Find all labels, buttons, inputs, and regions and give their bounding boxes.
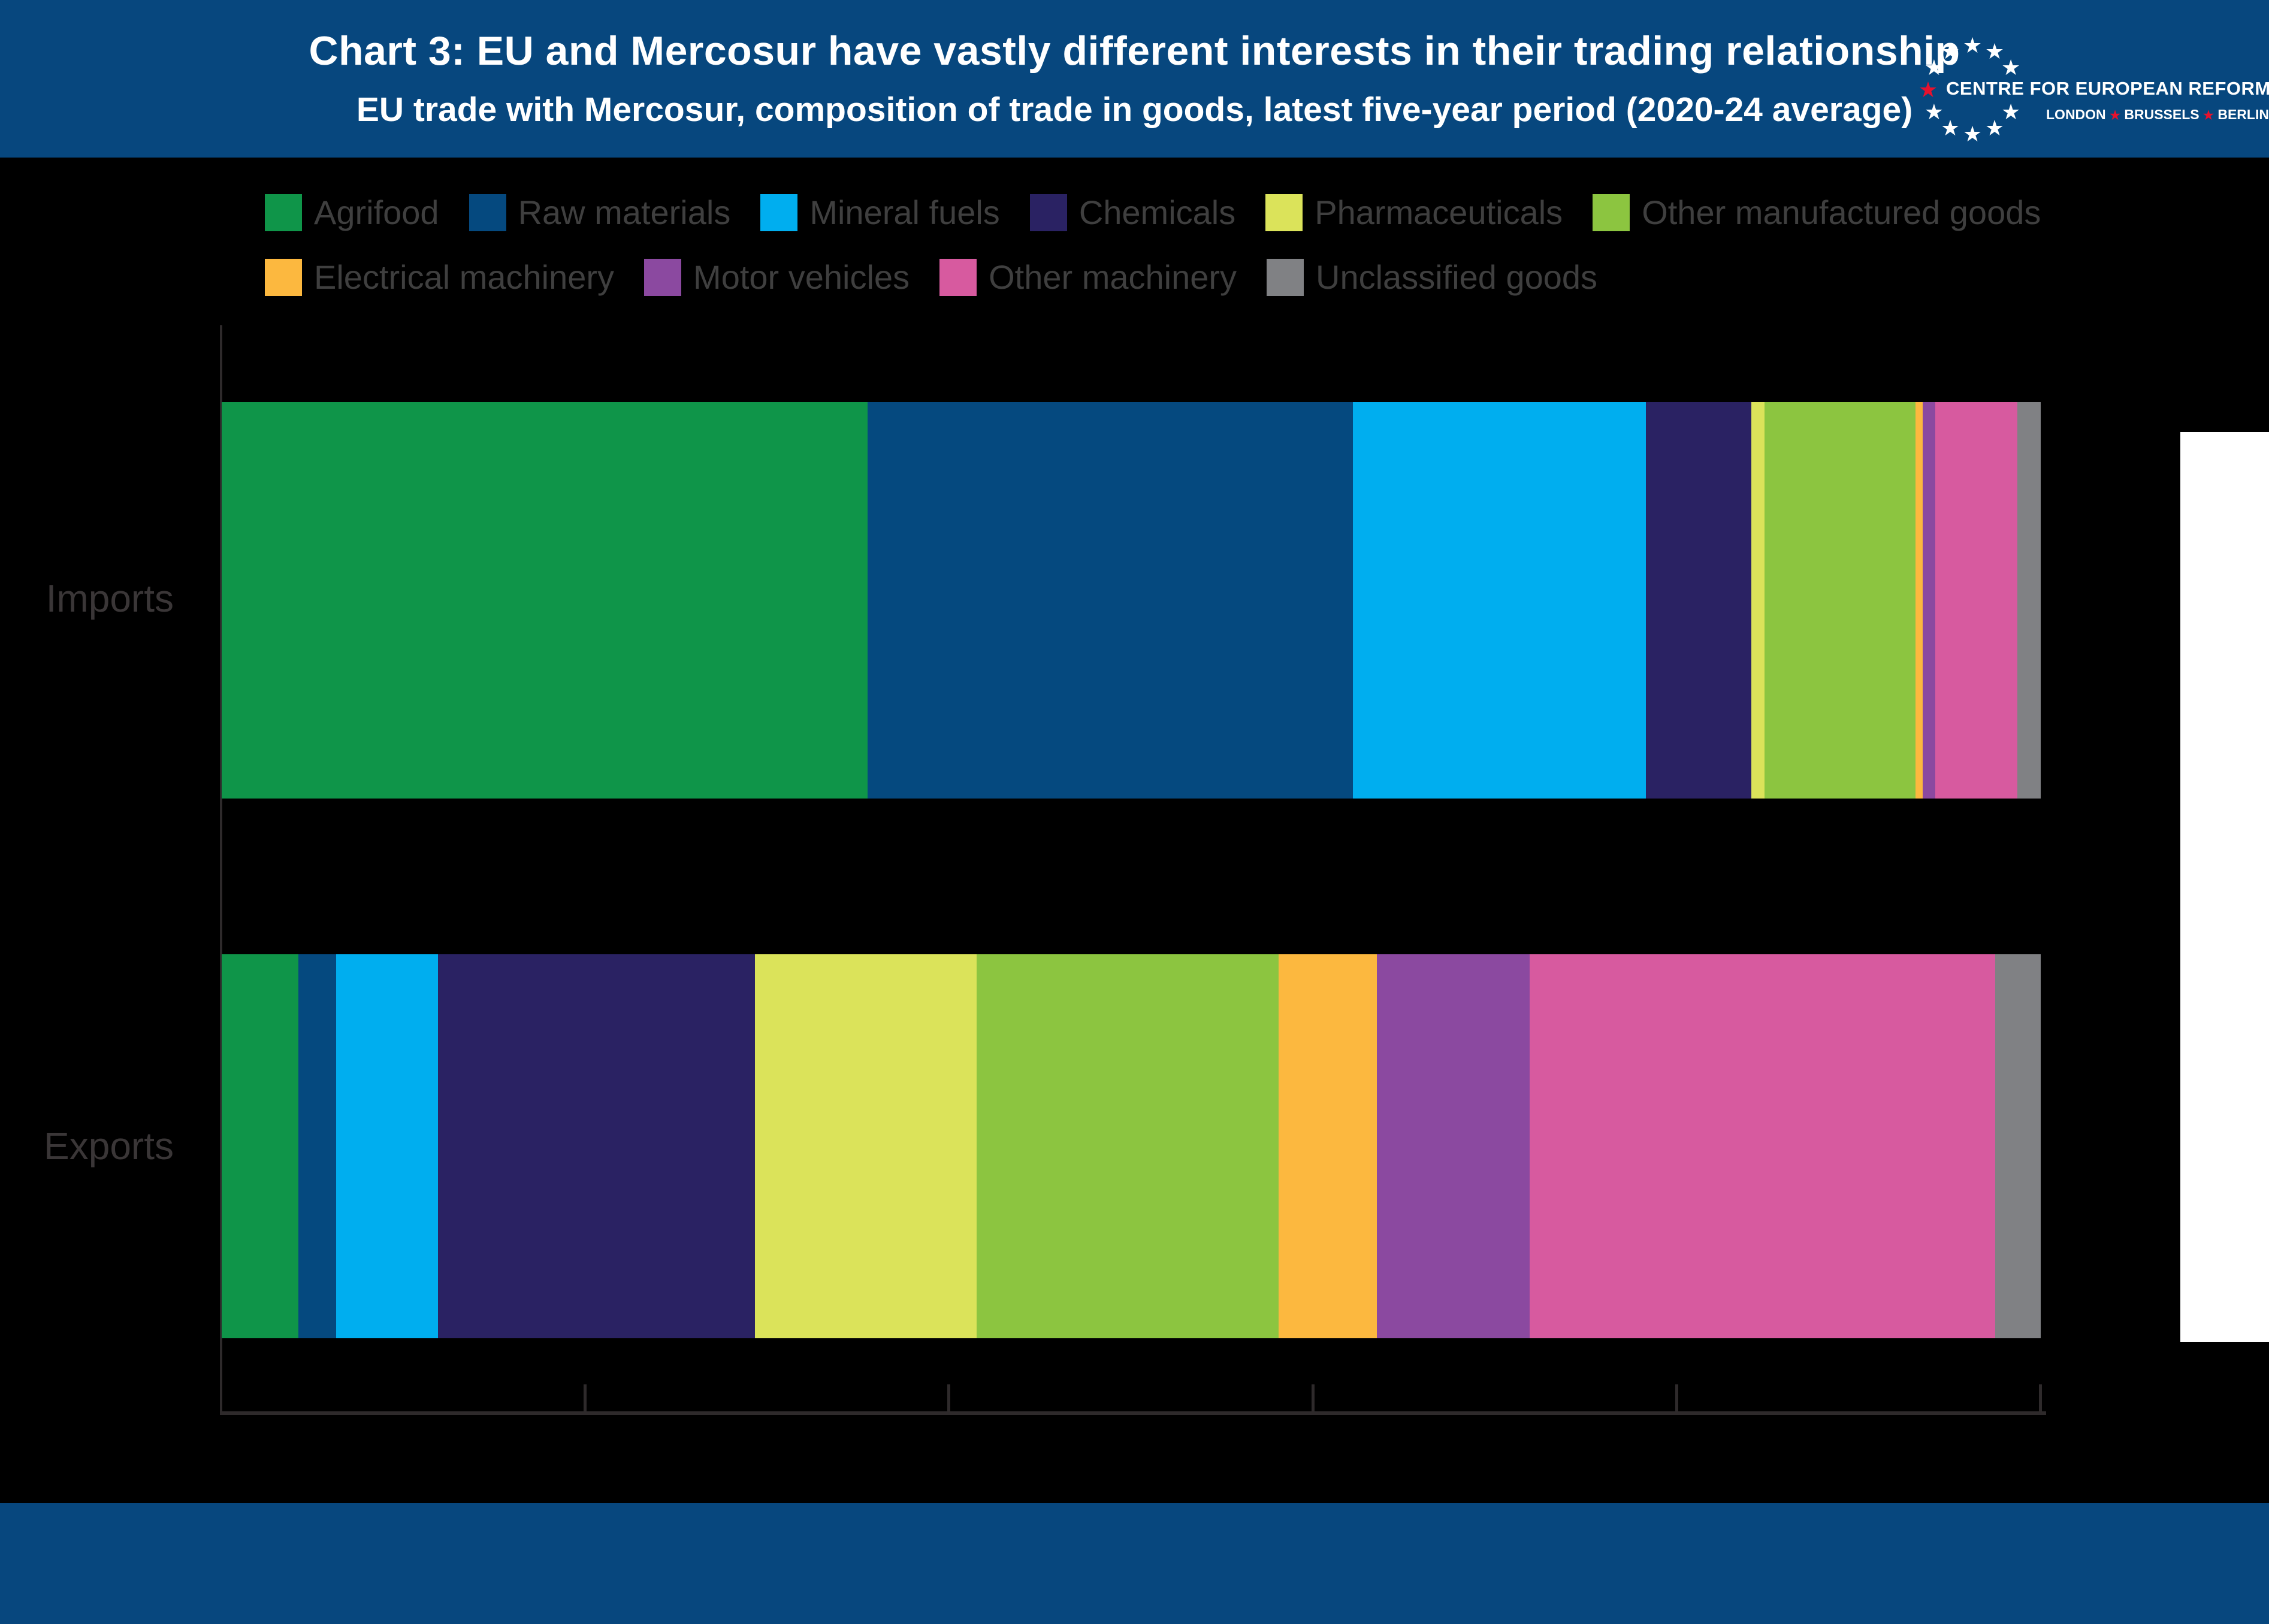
- x-axis-line: [220, 1411, 2046, 1415]
- eu-star-icon: ★: [1940, 116, 1960, 141]
- segment-exports-chemicals: [438, 954, 755, 1338]
- segment-exports-motor-vehicles: [1376, 954, 1530, 1338]
- star-separator-icon: ★: [2110, 109, 2120, 122]
- legend-swatch-pharmaceuticals: [1265, 193, 1303, 231]
- eu-star-icon: ★: [2001, 99, 2021, 124]
- legend-row-1: Agrifood Raw materials Mineral fuels Chemic…: [265, 193, 2041, 232]
- eu-star-icon: ★: [1962, 33, 1983, 58]
- category-label-imports: Imports: [46, 577, 174, 620]
- eu-star-icon: ★: [1924, 55, 1944, 80]
- segment-imports-raw-materials: [867, 402, 1353, 799]
- legend-label-unclassified-goods: Unclassified goods: [1316, 258, 1598, 296]
- eu-star-icon: ★: [2001, 55, 2021, 80]
- eu-star-icon: ★: [1924, 99, 1944, 124]
- star-separator-icon: ★: [2203, 109, 2214, 122]
- chart-subtitle: EU trade with Mercosur, composition of t…: [356, 90, 1913, 129]
- legend-swatch-other-manufactured-goods: [1593, 193, 1630, 231]
- segment-imports-other-machinery: [1935, 402, 2017, 799]
- legend-label-electrical-machinery: Electrical machinery: [314, 258, 615, 296]
- legend-swatch-electrical-machinery: [265, 258, 302, 296]
- segment-imports-unclassified-goods: [2017, 402, 2041, 799]
- segment-imports-chemicals: [1646, 402, 1752, 799]
- logo-city-london: LONDON: [2046, 107, 2106, 122]
- legend-item-electrical-machinery: Electrical machinery: [265, 258, 614, 297]
- legend-item-mineral-fuels: Mineral fuels: [760, 193, 1000, 232]
- legend-label-chemicals: Chemicals: [1078, 193, 1236, 231]
- segment-imports-mineral-fuels: [1353, 402, 1646, 799]
- eu-star-icon: ★: [1962, 122, 1983, 146]
- logo-city-brussels: BRUSSELS: [2124, 107, 2199, 122]
- legend-item-other-machinery: Other machinery: [939, 258, 1237, 297]
- legend-row-2: Electrical machinery Motor vehicles Other …: [265, 258, 1597, 297]
- segment-exports-agrifood: [222, 954, 298, 1338]
- x-tick-40: [947, 1384, 951, 1411]
- logo-org-name: CENTRE FOR EUROPEAN REFORM: [1946, 78, 2269, 99]
- x-tick-100: [2039, 1384, 2042, 1411]
- legend-swatch-chemicals: [1029, 193, 1067, 231]
- legend-swatch-other-machinery: [939, 258, 977, 296]
- header-band: Chart 3: EU and Mercosur have vastly dif…: [0, 0, 2269, 158]
- stacked-bar-exports: [222, 954, 2041, 1338]
- chart-title: Chart 3: EU and Mercosur have vastly dif…: [309, 28, 1960, 74]
- x-tick-80: [1675, 1384, 1678, 1411]
- white-overlay-box: [2180, 432, 2269, 1342]
- legend-swatch-motor-vehicles: [644, 258, 682, 296]
- x-tick-60: [1311, 1384, 1315, 1411]
- segment-exports-pharmaceuticals: [754, 954, 977, 1338]
- segment-imports-other-manufactured-goods: [1764, 402, 1915, 799]
- legend-item-pharmaceuticals: Pharmaceuticals: [1265, 193, 1563, 232]
- category-label-exports: Exports: [44, 1124, 174, 1168]
- legend-label-raw-materials: Raw materials: [518, 193, 731, 231]
- y-axis-line: [220, 325, 222, 1413]
- segment-exports-unclassified-goods: [1995, 954, 2041, 1338]
- cer-logo: ★ ★ ★ ★ ★ ★ ★ ★ ★ ★ ★ CENTRE FOR EUROPEAN REFORM L…: [1875, 11, 2269, 149]
- red-star-icon: ★: [1918, 77, 1938, 102]
- legend-swatch-raw-materials: [469, 193, 506, 231]
- legend-swatch-agrifood: [265, 193, 302, 231]
- segment-imports-motor-vehicles: [1922, 402, 1935, 799]
- legend-label-mineral-fuels: Mineral fuels: [809, 193, 1000, 231]
- segment-exports-other-machinery: [1529, 954, 1996, 1338]
- legend-item-chemicals: Chemicals: [1029, 193, 1236, 232]
- logo-city-berlin: BERLIN: [2217, 107, 2269, 122]
- segment-imports-electrical-machinery: [1915, 402, 1923, 799]
- logo-cities: LONDON ★ BRUSSELS ★ BERLIN: [2046, 107, 2269, 123]
- segment-imports-agrifood: [222, 402, 868, 799]
- eu-star-icon: ★: [1940, 38, 1960, 63]
- legend-item-other-manufactured-goods: Other manufactured goods: [1593, 193, 2041, 232]
- stacked-bar-imports: [222, 402, 2041, 799]
- eu-star-icon: ★: [1984, 116, 2005, 141]
- segment-exports-raw-materials: [298, 954, 337, 1338]
- segment-exports-mineral-fuels: [336, 954, 439, 1338]
- segment-imports-pharmaceuticals: [1751, 402, 1765, 799]
- legend-item-unclassified-goods: Unclassified goods: [1267, 258, 1597, 297]
- eu-star-icon: ★: [1984, 38, 2005, 63]
- segment-exports-other-manufactured-goods: [976, 954, 1279, 1338]
- legend-item-agrifood: Agrifood: [265, 193, 439, 232]
- legend-item-motor-vehicles: Motor vehicles: [644, 258, 910, 297]
- x-tick-20: [584, 1384, 587, 1411]
- legend-label-other-machinery: Other machinery: [989, 258, 1237, 296]
- legend-item-raw-materials: Raw materials: [469, 193, 731, 232]
- segment-exports-electrical-machinery: [1278, 954, 1377, 1338]
- legend-swatch-mineral-fuels: [760, 193, 798, 231]
- legend-swatch-unclassified-goods: [1267, 258, 1304, 296]
- legend-label-motor-vehicles: Motor vehicles: [693, 258, 910, 296]
- legend-label-pharmaceuticals: Pharmaceuticals: [1315, 193, 1563, 231]
- footer-band: Source: Author's calculations, Eurostat.…: [0, 1503, 2269, 1624]
- legend-label-other-manufactured-goods: Other manufactured goods: [1642, 193, 2041, 231]
- legend-label-agrifood: Agrifood: [314, 193, 439, 231]
